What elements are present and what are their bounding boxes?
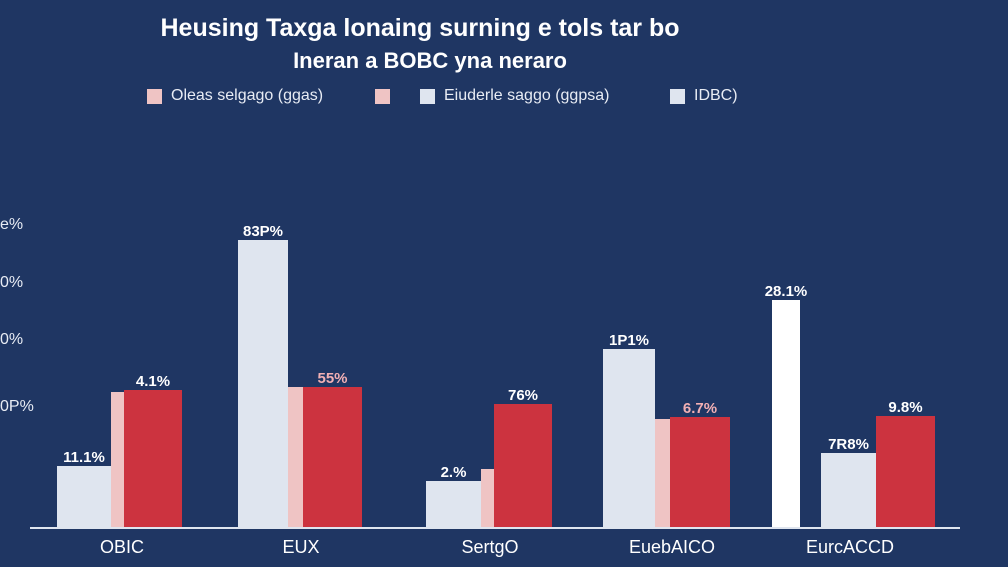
legend-label: Oleas selgago (ggas) <box>171 87 324 104</box>
bar-light-EurcACCD <box>821 453 876 527</box>
data-label: 83P% <box>242 223 284 241</box>
bar-pink-SertgO <box>481 468 494 527</box>
chart-subtitle: Ineran a BOBC yna neraro <box>293 48 567 73</box>
bar-red-OBIC <box>124 390 182 527</box>
chart-title: Heusing Taxga lonaing surning e tols tar… <box>160 14 680 42</box>
data-label: 7R8% <box>828 436 869 453</box>
y-tick-label: 0P% <box>0 398 34 415</box>
data-label: 1P1% <box>608 331 650 349</box>
data-label: 9.8% <box>888 399 923 416</box>
bar-pink-EuebAICO <box>655 419 670 527</box>
y-tick-label: e% <box>0 216 24 233</box>
x-tick-label: EUX <box>282 537 320 557</box>
x-tick-label: EuebAICO <box>628 537 716 557</box>
x-tick-label: SertgO <box>461 537 519 557</box>
bar-light-SertgO <box>426 480 481 527</box>
legend-item <box>375 87 399 105</box>
data-label: 55% <box>317 370 348 388</box>
legend-label: IDBC) <box>694 87 738 104</box>
legend-swatch <box>670 88 685 104</box>
legend-item: IDBC) <box>670 87 738 105</box>
x-axis-line <box>30 527 960 529</box>
legend-item: Oleas selgago (ggas) <box>147 87 323 105</box>
data-label: 76% <box>507 386 539 404</box>
legend-swatch <box>375 88 390 104</box>
data-label: 4.1% <box>135 373 171 391</box>
legend-swatch <box>420 88 435 104</box>
bar-light-EUX <box>238 240 288 527</box>
data-label: 28.1% <box>764 282 808 300</box>
bar-white-EurcACCD <box>772 299 800 527</box>
bar-pink-EUX <box>288 387 303 527</box>
bar-light-EuebAICO <box>603 348 655 527</box>
legend-item: Eiuderle saggo (ggpsa) <box>420 87 609 105</box>
bar-red-EurcACCD <box>876 416 935 527</box>
legend-label: Eiuderle saggo (ggpsa) <box>444 87 610 104</box>
data-label: 11.1% <box>63 448 105 466</box>
bar-red-SertgO <box>494 403 552 527</box>
x-tick-label: OBIC <box>99 537 144 557</box>
bar-red-EUX <box>303 387 362 527</box>
y-tick-label: 0% <box>0 331 24 348</box>
bar-light-OBIC <box>57 465 111 527</box>
bar-red-EuebAICO <box>670 416 730 527</box>
bar-pink-OBIC <box>111 391 124 527</box>
y-tick-label: 0% <box>0 274 24 291</box>
data-label: 6.7% <box>682 399 718 417</box>
legend-swatch <box>147 88 162 104</box>
x-tick-label: EurcACCD <box>805 537 894 557</box>
data-label: 2.% <box>440 463 467 481</box>
